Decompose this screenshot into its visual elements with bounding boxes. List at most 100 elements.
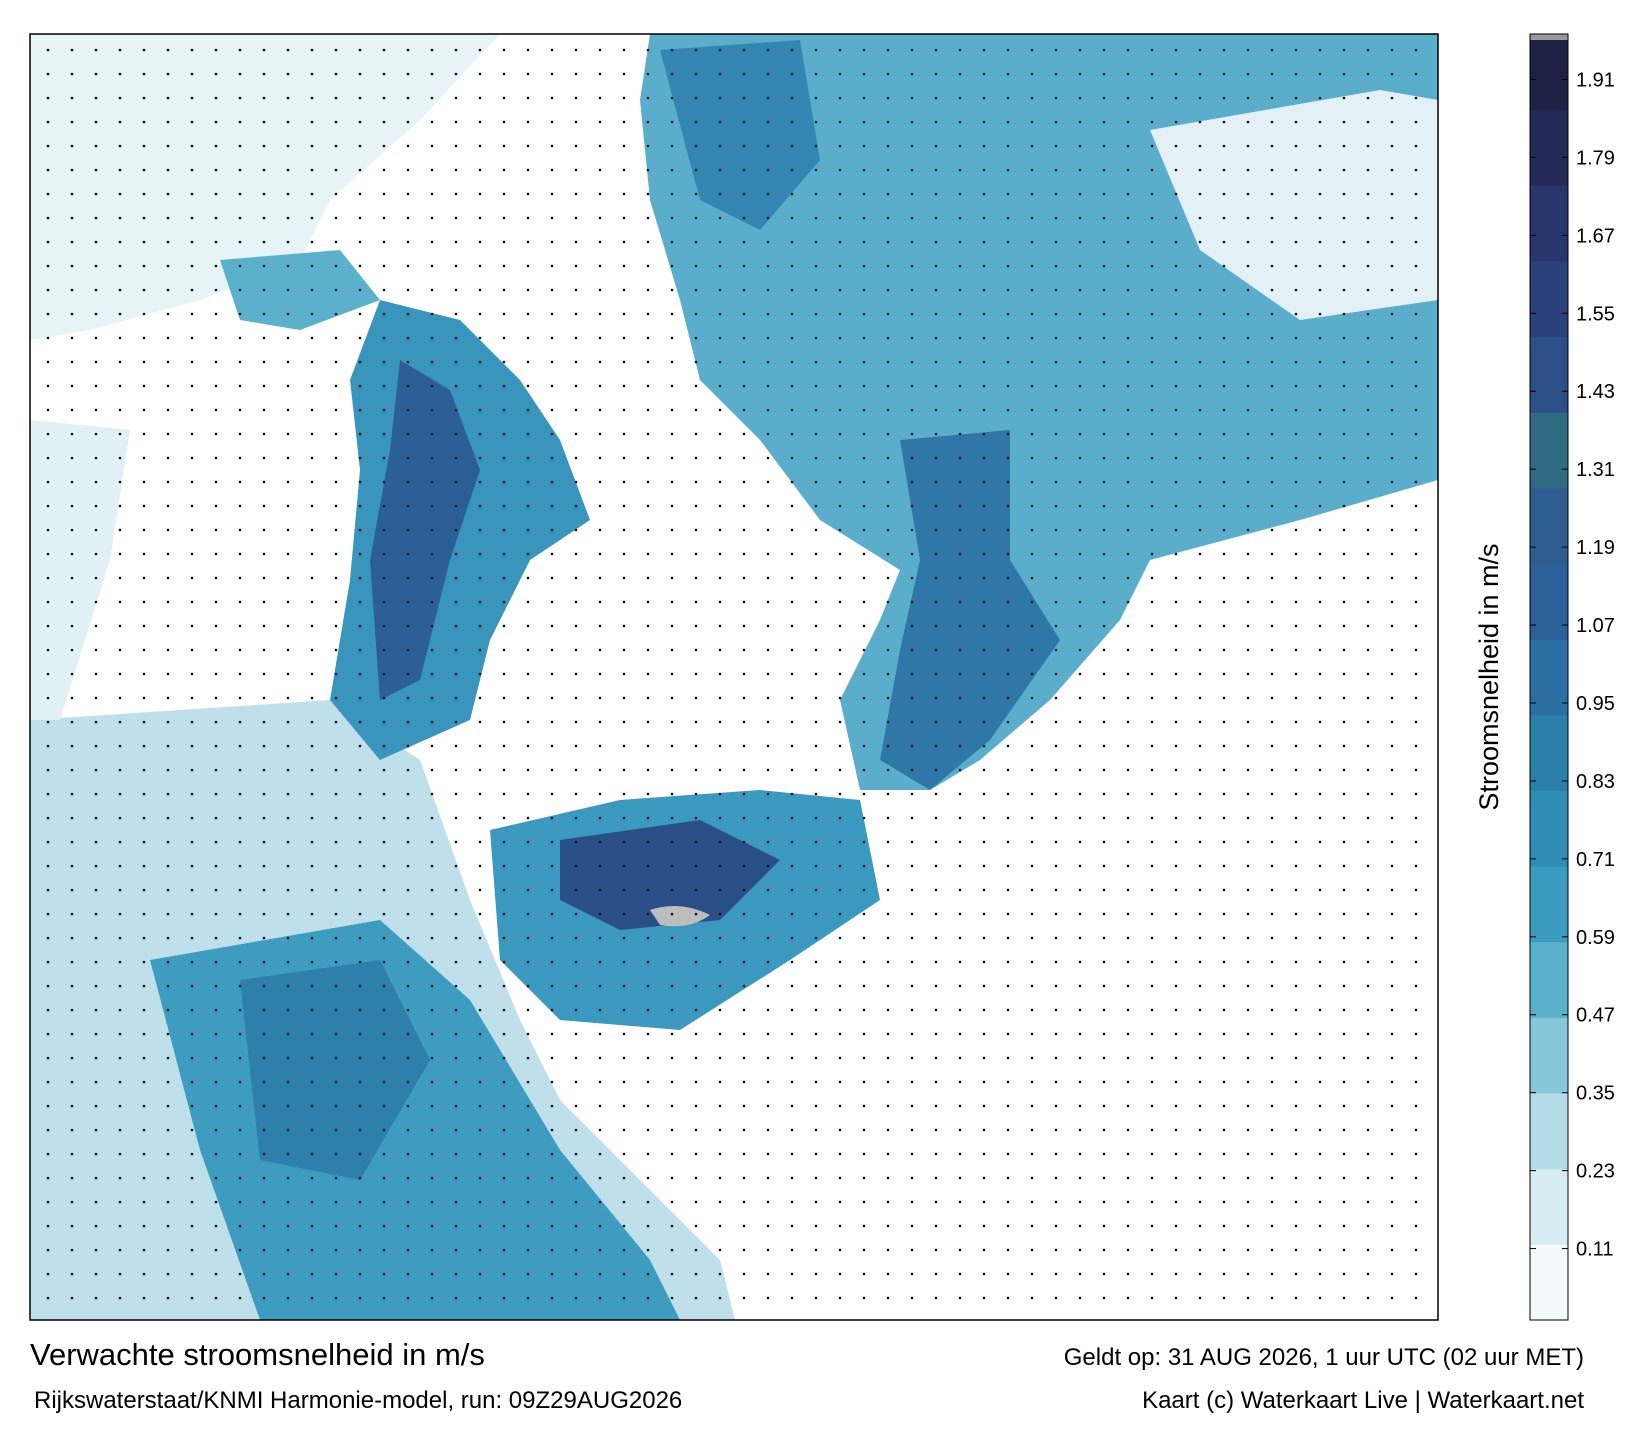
vector-dot bbox=[1390, 168, 1394, 172]
vector-dot bbox=[166, 840, 170, 844]
vector-dot bbox=[46, 600, 50, 604]
vector-dot bbox=[1198, 1272, 1202, 1276]
vector-dot bbox=[334, 1008, 338, 1012]
vector-dot bbox=[214, 1272, 218, 1276]
vector-dot bbox=[1294, 1272, 1298, 1276]
vector-dot bbox=[262, 768, 266, 772]
vector-dot bbox=[1222, 1248, 1226, 1252]
vector-dot bbox=[790, 648, 794, 652]
vector-dot bbox=[694, 576, 698, 580]
vector-dot bbox=[646, 336, 650, 340]
vector-dot bbox=[838, 1152, 842, 1156]
vector-dot bbox=[238, 312, 242, 316]
vector-dot bbox=[1390, 576, 1394, 580]
vector-dot bbox=[1078, 432, 1082, 436]
vector-dot bbox=[430, 192, 434, 196]
vector-dot bbox=[814, 600, 818, 604]
vector-dot bbox=[1054, 456, 1058, 460]
vector-dot bbox=[766, 1296, 770, 1300]
vector-dot bbox=[286, 552, 290, 556]
vector-dot bbox=[382, 1152, 386, 1156]
sea bbox=[30, 34, 500, 340]
vector-dot bbox=[598, 840, 602, 844]
vector-dot bbox=[1006, 192, 1010, 196]
vector-dot bbox=[334, 936, 338, 940]
vector-dot bbox=[1054, 552, 1058, 556]
vector-dot bbox=[478, 696, 482, 700]
vector-dot bbox=[238, 696, 242, 700]
vector-dot bbox=[214, 72, 218, 76]
vector-dot bbox=[694, 1200, 698, 1204]
vector-dot bbox=[1006, 576, 1010, 580]
vector-dot bbox=[1102, 936, 1106, 940]
vector-dot bbox=[1366, 264, 1370, 268]
vector-dot bbox=[1390, 456, 1394, 460]
colorbar-band bbox=[1530, 34, 1568, 111]
vector-dot bbox=[1222, 120, 1226, 124]
vector-dot bbox=[1126, 288, 1130, 292]
vector-dot bbox=[1342, 768, 1346, 772]
vector-dot bbox=[982, 1152, 986, 1156]
vector-dot bbox=[1294, 384, 1298, 388]
vector-dot bbox=[214, 480, 218, 484]
vector-dot bbox=[958, 624, 962, 628]
vector-dot bbox=[310, 672, 314, 676]
vector-dot bbox=[550, 120, 554, 124]
vector-dot bbox=[1390, 192, 1394, 196]
vector-dot bbox=[1294, 1080, 1298, 1084]
vector-dot bbox=[1198, 864, 1202, 868]
vector-dot bbox=[694, 1176, 698, 1180]
vector-dot bbox=[1366, 1272, 1370, 1276]
vector-dot bbox=[1270, 216, 1274, 220]
vector-dot bbox=[646, 696, 650, 700]
vector-dot bbox=[598, 1152, 602, 1156]
vector-dot bbox=[670, 120, 674, 124]
vector-dot bbox=[934, 1008, 938, 1012]
vector-dot bbox=[886, 144, 890, 148]
vector-dot bbox=[958, 792, 962, 796]
vector-dot bbox=[1126, 432, 1130, 436]
vector-dot bbox=[118, 984, 122, 988]
vector-dot bbox=[646, 384, 650, 388]
vector-dot bbox=[46, 672, 50, 676]
vector-dot bbox=[1222, 456, 1226, 460]
vector-dot bbox=[790, 336, 794, 340]
vector-dot bbox=[574, 600, 578, 604]
vector-dot bbox=[838, 384, 842, 388]
vector-dot bbox=[1366, 720, 1370, 724]
vector-dot bbox=[262, 1104, 266, 1108]
vector-dot bbox=[1294, 648, 1298, 652]
vector-dot bbox=[742, 72, 746, 76]
vector-dot bbox=[1102, 1080, 1106, 1084]
vector-dot bbox=[478, 240, 482, 244]
vector-dot bbox=[718, 72, 722, 76]
vector-dot bbox=[1270, 888, 1274, 892]
vector-dot bbox=[502, 528, 506, 532]
vector-dot bbox=[550, 1296, 554, 1300]
vector-dot bbox=[958, 312, 962, 316]
vector-dot bbox=[1246, 1296, 1250, 1300]
vector-dot bbox=[118, 168, 122, 172]
vector-dot bbox=[1390, 504, 1394, 508]
vector-dot bbox=[1414, 552, 1418, 556]
vector-dot bbox=[430, 1032, 434, 1036]
vector-dot bbox=[598, 864, 602, 868]
vector-dot bbox=[70, 720, 74, 724]
vector-dot bbox=[1270, 336, 1274, 340]
vector-dot bbox=[646, 456, 650, 460]
vector-dot bbox=[1126, 216, 1130, 220]
vector-dot bbox=[838, 984, 842, 988]
vector-dot bbox=[886, 480, 890, 484]
vector-dot bbox=[454, 288, 458, 292]
vector-dot bbox=[430, 48, 434, 52]
vector-dot bbox=[430, 864, 434, 868]
vector-dot bbox=[622, 120, 626, 124]
vector-dot bbox=[1222, 384, 1226, 388]
vector-dot bbox=[910, 1296, 914, 1300]
vector-dot bbox=[958, 504, 962, 508]
vector-dot bbox=[454, 120, 458, 124]
vector-dot bbox=[814, 984, 818, 988]
vector-dot bbox=[1030, 1200, 1034, 1204]
vector-dot bbox=[1270, 192, 1274, 196]
vector-dot bbox=[1342, 960, 1346, 964]
